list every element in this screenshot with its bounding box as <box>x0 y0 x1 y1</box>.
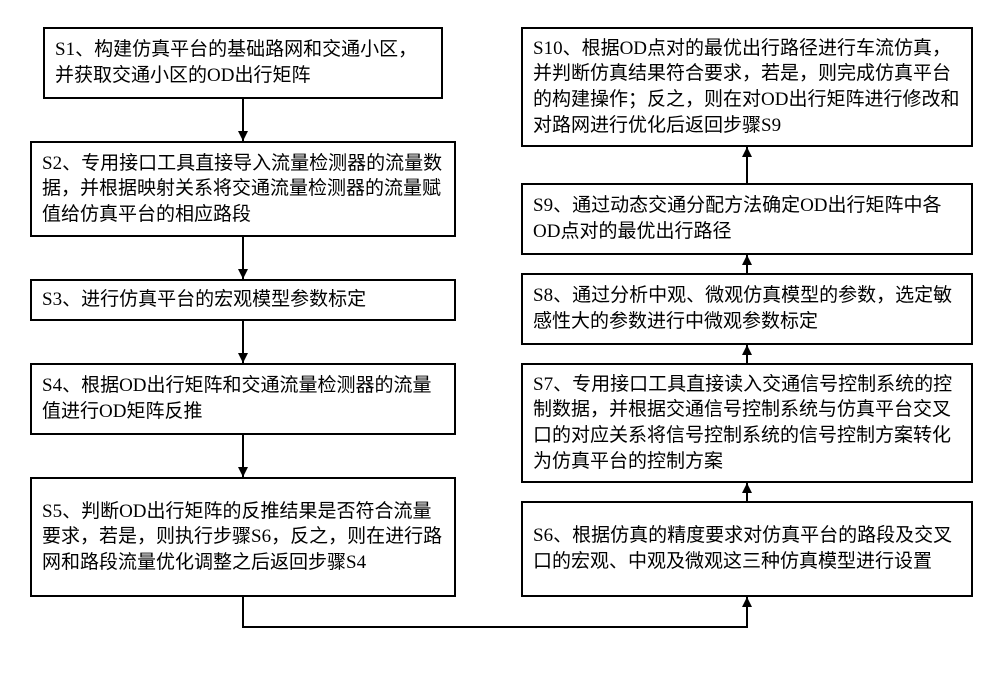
node-text: S8、通过分析中观、微观仿真模型的参数，选定敏感性大的参数进行中微观参数标定 <box>533 283 961 334</box>
node-text: S3、进行仿真平台的宏观模型参数标定 <box>42 287 444 313</box>
flowchart-node-s5: S5、判断OD出行矩阵的反推结果是否符合流量要求，若是，则执行步骤S6，反之，则… <box>30 477 456 597</box>
node-text: S4、根据OD出行矩阵和交通流量检测器的流量值进行OD矩阵反推 <box>42 373 444 424</box>
node-text: S10、根据OD点对的最优出行路径进行车流仿真，并判断仿真结果符合要求，若是，则… <box>533 36 961 139</box>
flowchart-node-s8: S8、通过分析中观、微观仿真模型的参数，选定敏感性大的参数进行中微观参数标定 <box>521 273 973 345</box>
node-text: S7、专用接口工具直接读入交通信号控制系统的控制数据，并根据交通信号控制系统与仿… <box>533 372 961 475</box>
flowchart-node-s4: S4、根据OD出行矩阵和交通流量检测器的流量值进行OD矩阵反推 <box>30 363 456 435</box>
flowchart-node-s6: S6、根据仿真的精度要求对仿真平台的路段及交叉口的宏观、中观及微观这三种仿真模型… <box>521 501 973 597</box>
flowchart-node-s2: S2、专用接口工具直接导入流量检测器的流量数据，并根据映射关系将交通流量检测器的… <box>30 141 456 237</box>
flowchart-canvas: S1、构建仿真平台的基础路网和交通小区，并获取交通小区的OD出行矩阵 S2、专用接… <box>0 0 1000 692</box>
node-text: S2、专用接口工具直接导入流量检测器的流量数据，并根据映射关系将交通流量检测器的… <box>42 151 444 228</box>
node-text: S9、通过动态交通分配方法确定OD出行矩阵中各OD点对的最优出行路径 <box>533 193 961 244</box>
flowchart-node-s3: S3、进行仿真平台的宏观模型参数标定 <box>30 279 456 321</box>
flowchart-node-s9: S9、通过动态交通分配方法确定OD出行矩阵中各OD点对的最优出行路径 <box>521 183 973 255</box>
flowchart-node-s1: S1、构建仿真平台的基础路网和交通小区，并获取交通小区的OD出行矩阵 <box>43 27 443 99</box>
node-text: S5、判断OD出行矩阵的反推结果是否符合流量要求，若是，则执行步骤S6，反之，则… <box>42 499 444 576</box>
node-text: S1、构建仿真平台的基础路网和交通小区，并获取交通小区的OD出行矩阵 <box>55 37 431 88</box>
node-text: S6、根据仿真的精度要求对仿真平台的路段及交叉口的宏观、中观及微观这三种仿真模型… <box>533 523 961 574</box>
flowchart-node-s10: S10、根据OD点对的最优出行路径进行车流仿真，并判断仿真结果符合要求，若是，则… <box>521 27 973 147</box>
flowchart-node-s7: S7、专用接口工具直接读入交通信号控制系统的控制数据，并根据交通信号控制系统与仿… <box>521 363 973 483</box>
